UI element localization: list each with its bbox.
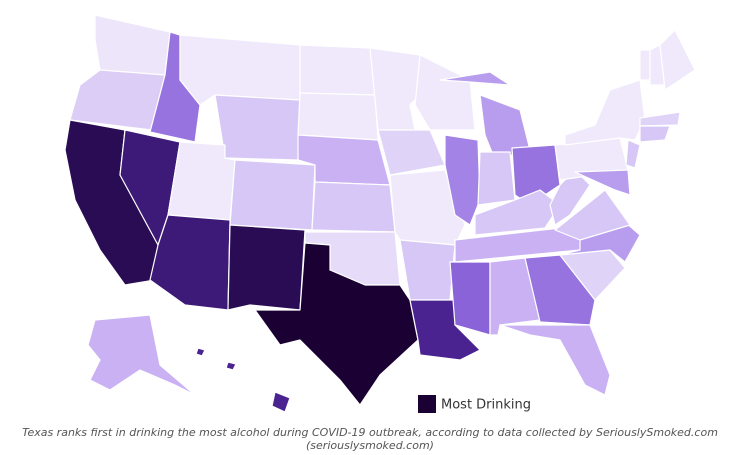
legend-label: Most Drinking — [441, 398, 531, 413]
state — [299, 44, 376, 96]
state — [564, 79, 646, 146]
state — [439, 71, 511, 86]
state — [444, 134, 481, 226]
state — [271, 391, 291, 413]
state — [179, 34, 301, 106]
state — [94, 14, 171, 76]
state — [477, 151, 516, 206]
state — [639, 49, 651, 81]
state — [559, 221, 641, 263]
state — [69, 69, 166, 131]
state — [639, 125, 671, 143]
state — [225, 361, 237, 371]
state — [214, 94, 301, 161]
caption: Texas ranks first in drinking the most a… — [22, 426, 718, 452]
state — [377, 129, 446, 176]
state — [229, 159, 316, 231]
state — [227, 224, 306, 311]
state — [554, 189, 631, 241]
state — [659, 29, 696, 91]
map: Most Drinking — [64, 14, 696, 413]
state — [167, 141, 236, 221]
state — [399, 239, 456, 301]
state — [87, 314, 196, 396]
state — [195, 347, 206, 357]
state — [254, 242, 419, 406]
state — [297, 92, 379, 141]
state — [449, 261, 491, 336]
state — [414, 54, 476, 131]
state — [625, 139, 641, 169]
state — [639, 111, 681, 127]
state — [311, 181, 396, 233]
state — [499, 324, 611, 396]
legend-swatch — [418, 395, 436, 413]
state — [574, 169, 631, 196]
state — [524, 254, 596, 326]
states — [64, 14, 696, 413]
